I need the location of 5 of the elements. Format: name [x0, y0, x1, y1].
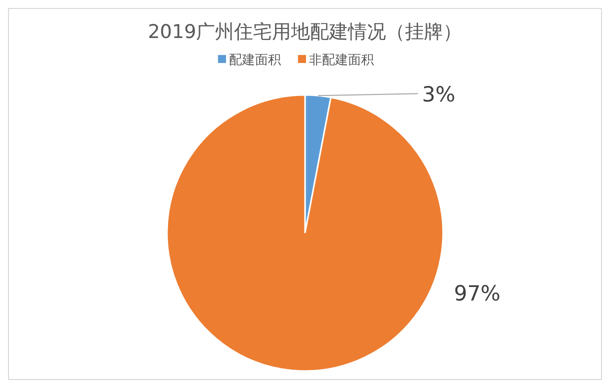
data-label: 97% [454, 282, 501, 306]
legend-label: 配建面积 [229, 53, 281, 68]
data-label: 3% [422, 82, 456, 107]
chart-title: 2019广州住宅用地配建情况（挂牌） [148, 21, 462, 43]
legend-label: 非配建面积 [309, 53, 374, 68]
